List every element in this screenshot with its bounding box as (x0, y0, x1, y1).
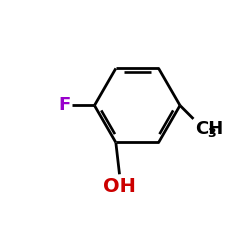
Text: 3: 3 (208, 127, 216, 140)
Text: CH: CH (195, 120, 223, 138)
Text: F: F (58, 96, 70, 114)
Text: OH: OH (103, 177, 136, 196)
